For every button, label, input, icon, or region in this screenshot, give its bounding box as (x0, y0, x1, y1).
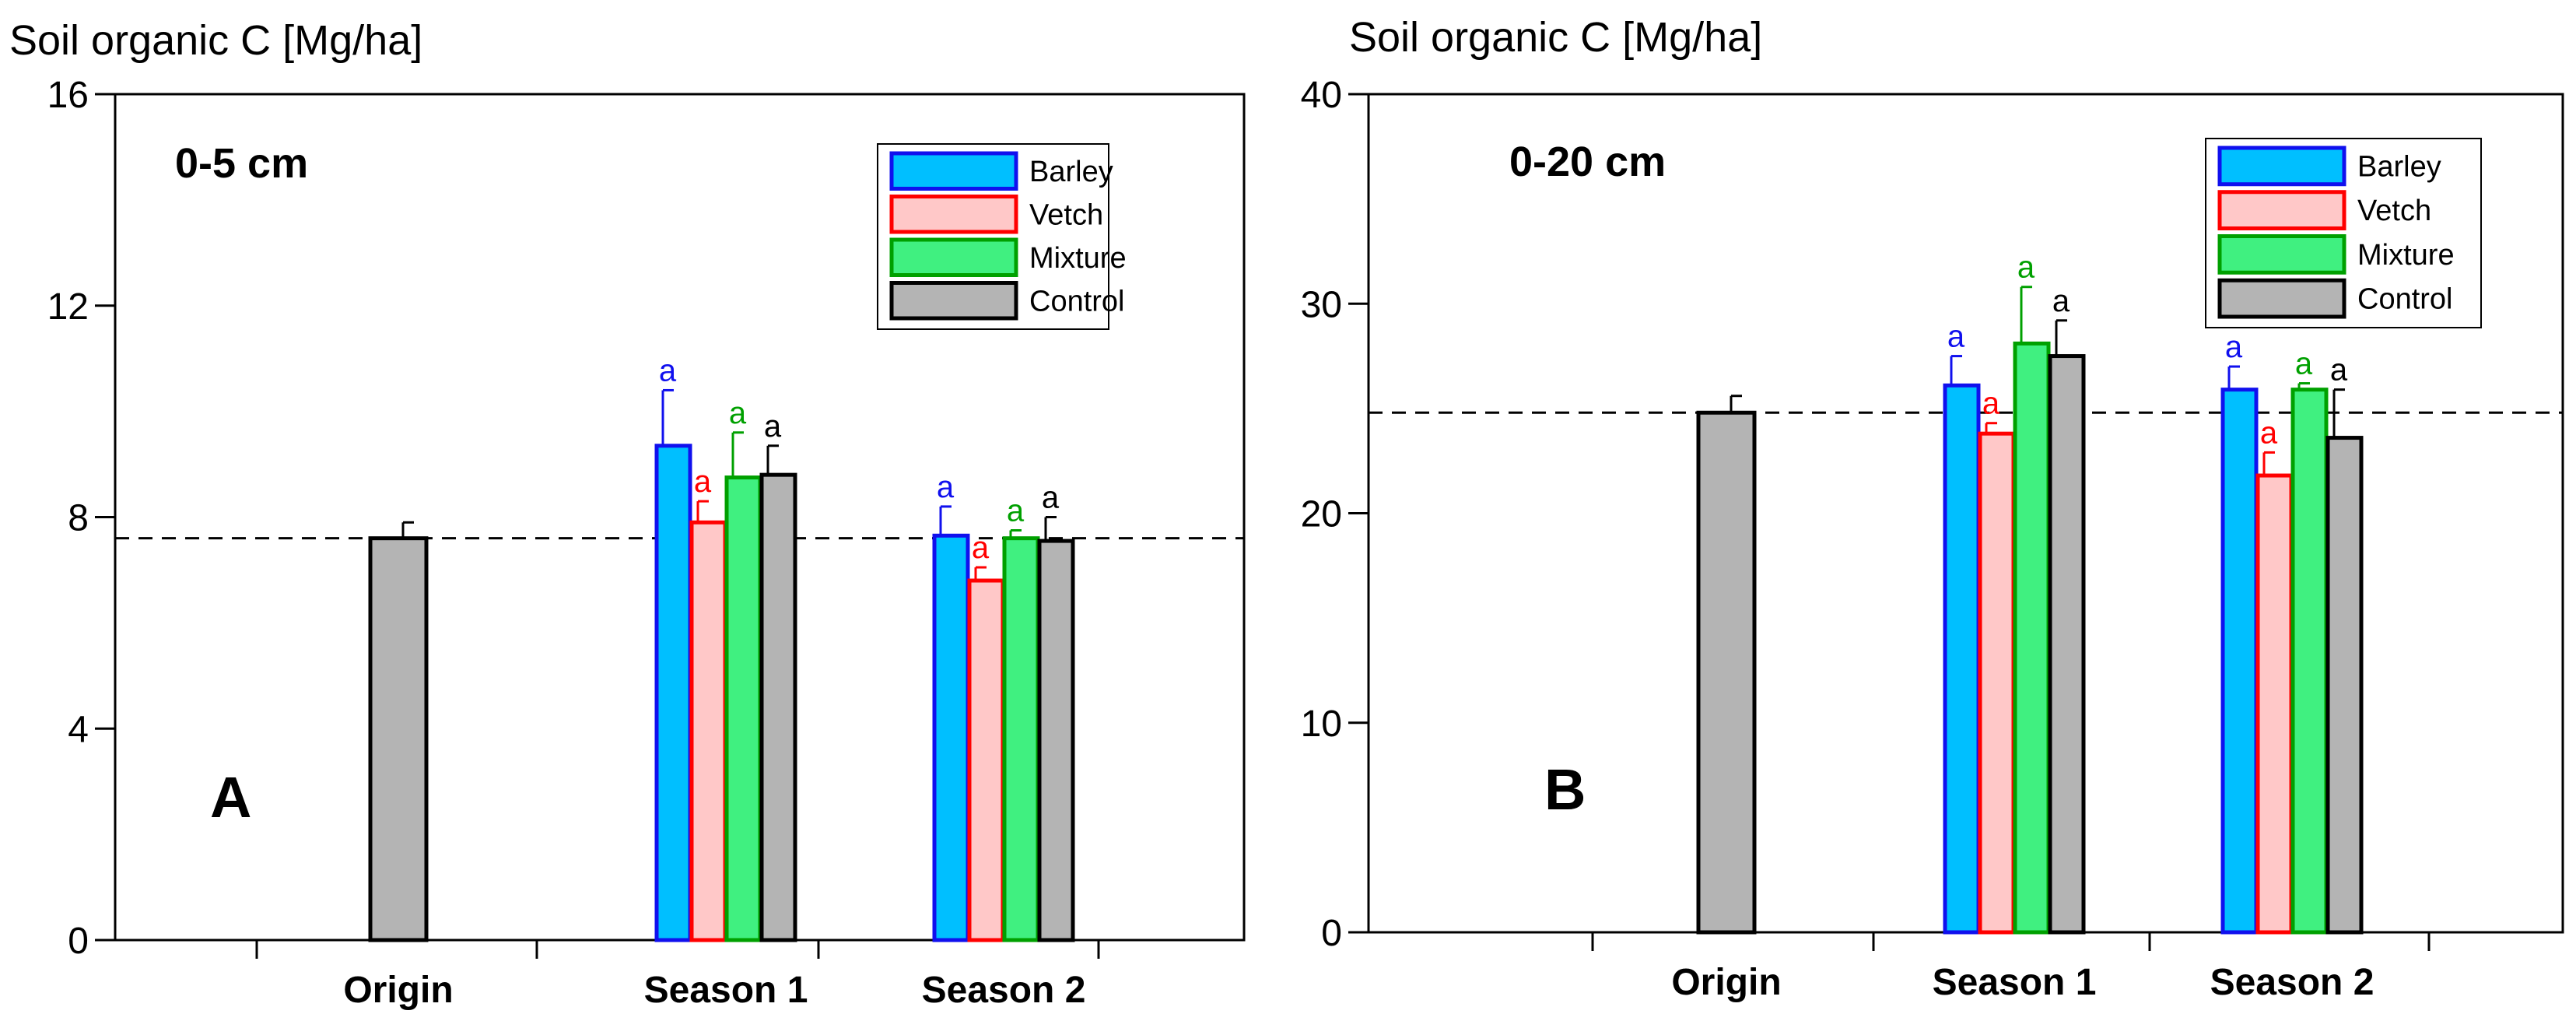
bar-control (759, 472, 797, 942)
legend-label: Mixture (2357, 239, 2455, 272)
bar-vetch (689, 520, 727, 942)
legend-swatch-barley (889, 151, 1018, 191)
bar-vetch (2255, 473, 2294, 935)
y-tick-label: 0 (68, 921, 89, 962)
significance-letter: a (659, 353, 677, 388)
legend-label: Control (1029, 285, 1125, 318)
bar-barley (932, 533, 970, 942)
legend-swatch-mixture (2217, 234, 2346, 275)
legend-swatch-control (2217, 278, 2346, 319)
legend-swatch-vetch (2217, 190, 2346, 230)
significance-letter: a (729, 396, 747, 430)
x-tick-label: Origin (343, 970, 453, 1010)
legend-swatch-control (889, 281, 1018, 321)
y-tick-label: 12 (47, 286, 89, 328)
panel-b: Soil organic C [Mg/ha] 0 10 20 30 40 Origin Sea… (1301, 14, 2564, 1003)
y-tick-label: 4 (68, 709, 89, 750)
x-tick-label: Season 1 (1933, 962, 2097, 1003)
legend-swatch-barley (2217, 146, 2346, 187)
x-tick-label: Season 1 (644, 970, 808, 1010)
significance-letter: a (2295, 347, 2313, 381)
panel-letter: A (210, 765, 251, 830)
significance-letter: a (937, 470, 955, 504)
bar-vetch (967, 578, 1005, 942)
significance-letter: a (1947, 320, 1965, 354)
legend-label: Barley (1029, 156, 1113, 188)
bar-control (2325, 436, 2364, 935)
significance-letter: a (2330, 353, 2348, 388)
y-tick-label: 8 (68, 498, 89, 539)
panel-a: Soil organic C [Mg/ha] 0 4 8 12 16 Origin Seaso… (9, 17, 1246, 1011)
y-tick-label: 30 (1301, 284, 1342, 325)
legend-label: Mixture (1029, 242, 1127, 275)
bar-barley (654, 444, 692, 942)
y-tick-label: 10 (1301, 703, 1342, 745)
x-tick-label: Season 2 (922, 970, 1086, 1010)
panel-title: 0-20 cm (1509, 139, 1666, 185)
y-tick-label: 40 (1301, 75, 1342, 116)
significance-letter: a (764, 409, 782, 444)
legend-swatch-vetch (889, 195, 1018, 234)
legend-swatch-mixture (889, 237, 1018, 277)
y-tick-label: 20 (1301, 494, 1342, 535)
panel-title: 0-5 cm (175, 140, 308, 187)
y-tick-label: 0 (1321, 913, 1342, 954)
bar-control (1037, 539, 1075, 942)
significance-letter: a (694, 465, 712, 499)
x-tick-label: Origin (1671, 962, 1781, 1003)
legend-label: Vetch (2357, 195, 2431, 227)
bar-mixture (2290, 388, 2329, 935)
bar-origin (1696, 410, 1757, 935)
significance-letter: a (1042, 481, 1060, 515)
y-axis-label: Soil organic C [Mg/ha] (9, 17, 422, 64)
x-tick-label: Season 2 (2210, 962, 2374, 1003)
bar-control (2048, 354, 2086, 935)
significance-letter: a (1982, 387, 2000, 421)
significance-letter: a (2260, 416, 2278, 450)
significance-letter: a (1007, 493, 1025, 528)
legend-label: Vetch (1029, 198, 1103, 231)
legend-label: Barley (2357, 150, 2441, 183)
significance-letter: a (2225, 330, 2243, 364)
y-tick-label: 16 (47, 75, 89, 116)
significance-letter: a (972, 531, 990, 565)
bar-mixture (1002, 536, 1040, 942)
bar-barley (1943, 383, 1981, 935)
bar-mixture (2013, 341, 2051, 935)
bar-vetch (1978, 431, 2016, 935)
bar-mixture (724, 475, 762, 942)
y-axis-label: Soil organic C [Mg/ha] (1349, 14, 1762, 61)
significance-letter: a (2017, 251, 2035, 285)
bar-barley (2220, 388, 2259, 935)
bar-origin (368, 536, 429, 942)
significance-letter: a (2052, 284, 2070, 318)
legend-label: Control (2357, 283, 2453, 316)
panel-letter: B (1544, 757, 1586, 822)
